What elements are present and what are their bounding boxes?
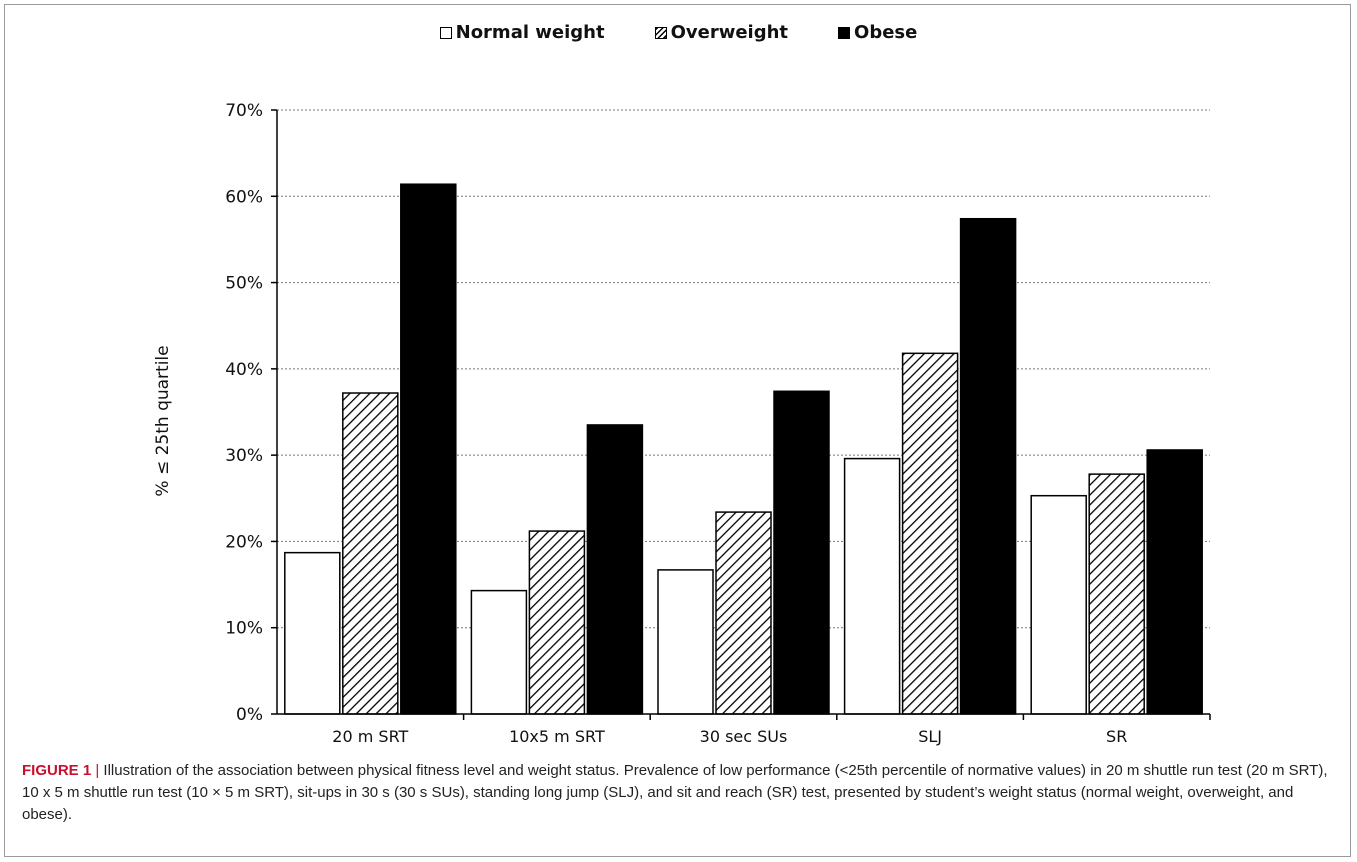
axes: 0% 10% 20% 30% 40% 50% 60% 70% 20 m SRT 10x5 m SR… <box>225 101 1211 746</box>
figure-caption: FIGURE 1 | Illustration of the associati… <box>22 760 1342 826</box>
bar-normal-weight <box>657 569 714 715</box>
legend-label-overweight: Overweight <box>670 22 789 43</box>
y-tick-label: 50% <box>225 274 263 294</box>
legend-label-obese: Obese <box>854 22 918 43</box>
y-tick-label: 40% <box>225 360 263 380</box>
x-tick-label: 20 m SRT <box>332 727 408 746</box>
y-tick-label: 10% <box>225 619 263 639</box>
bar-overweight <box>528 530 586 715</box>
bar-obese <box>1146 449 1203 715</box>
bar-normal-weight <box>284 551 341 715</box>
y-tick-label: 20% <box>225 532 263 552</box>
bar-normal-weight <box>470 589 528 715</box>
legend-swatch-obese <box>838 26 851 39</box>
legend-item-obese: Obese <box>838 22 917 43</box>
legend-swatch-normal-weight <box>439 26 452 39</box>
bar-overweight <box>1088 473 1145 715</box>
chart-legend: Normal weight Overweight Obese <box>0 22 1357 43</box>
bar-overweight <box>901 352 959 715</box>
bar-obese <box>400 183 457 715</box>
y-tick-label: 60% <box>225 187 263 207</box>
bar-overweight <box>342 392 399 715</box>
bar-chart: 0% 10% 20% 30% 40% 50% 60% 70% 20 m SRT 10x5 m SR… <box>153 101 1211 746</box>
y-tick-label: 0% <box>236 705 263 725</box>
legend-swatch-overweight <box>654 26 667 39</box>
legend-label-normal-weight: Normal weight <box>455 22 605 43</box>
bar-obese <box>586 424 644 715</box>
bar-overweight <box>715 511 772 715</box>
x-tick-label: SR <box>1106 727 1127 746</box>
bar-obese <box>773 390 830 715</box>
x-tick-label: SLJ <box>918 727 942 746</box>
bar-obese <box>959 217 1017 715</box>
y-tick-label: 70% <box>225 101 263 121</box>
x-tick-label: 10x5 m SRT <box>509 727 605 746</box>
bars <box>284 183 1203 715</box>
bar-normal-weight <box>843 457 901 715</box>
caption-separator: | <box>91 762 104 779</box>
caption-label: FIGURE 1 <box>22 762 92 779</box>
legend-item-normal-weight: Normal weight <box>439 22 605 43</box>
y-tick-label: 30% <box>225 446 263 466</box>
legend-item-overweight: Overweight <box>654 22 789 43</box>
bar-normal-weight <box>1030 494 1087 715</box>
figure-frame <box>4 4 1351 857</box>
x-tick-label: 30 sec SUs <box>700 727 788 746</box>
y-axis-title: % ≤ 25th quartile <box>153 345 173 496</box>
caption-text: Illustration of the association between … <box>22 762 1328 823</box>
